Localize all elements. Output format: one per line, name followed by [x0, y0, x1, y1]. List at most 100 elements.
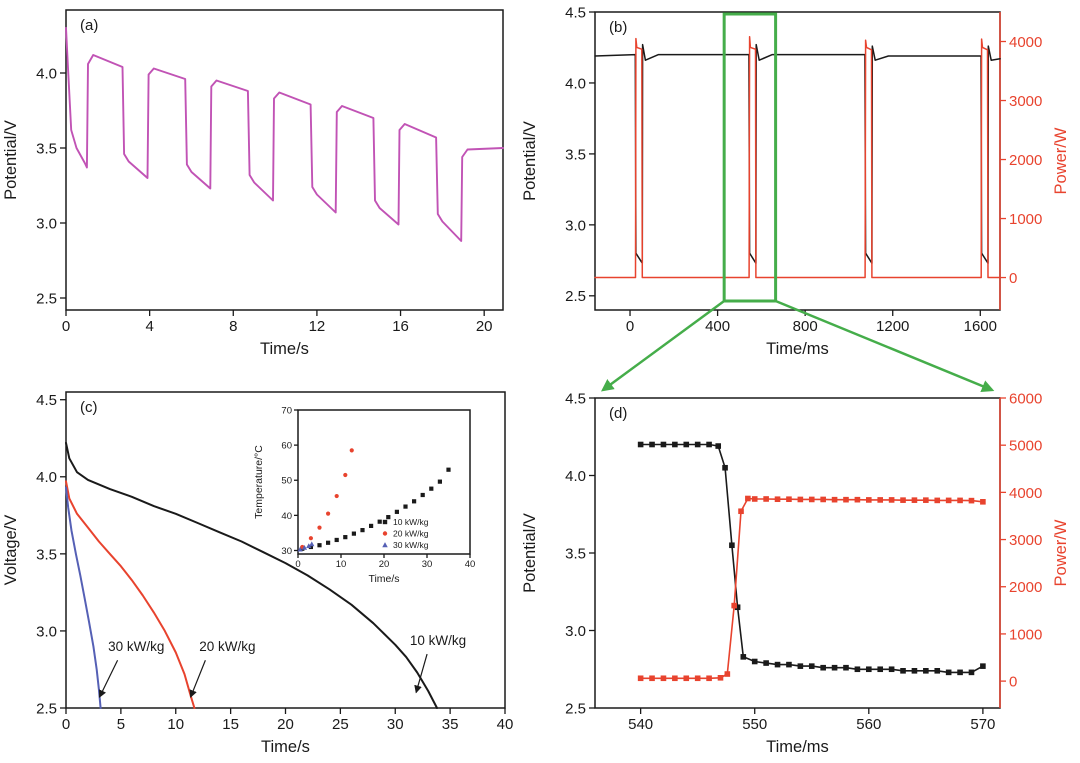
- x-tick-label: 570: [970, 716, 995, 733]
- series-20 kW/kg: [300, 448, 354, 550]
- series-discharge-20kWkg: [65, 480, 196, 709]
- y-axis-right: 0 1000 2000 3000 4000 5000 6000 Power/W: [1000, 390, 1070, 691]
- y2-tick-label: 3000: [1009, 93, 1042, 110]
- x-tick-label: 20: [476, 318, 493, 335]
- x-tick-label: 8: [229, 318, 237, 335]
- series-potential-pulses: [594, 43, 1001, 264]
- y2-tick-label: 3000: [1009, 532, 1042, 549]
- y-tick-label: 3.0: [565, 623, 586, 640]
- panel-label: (c): [80, 399, 98, 416]
- panel-label: (b): [609, 19, 627, 36]
- x-tick-label: 40: [465, 559, 476, 570]
- x-tick-label: 0: [295, 559, 300, 570]
- plot-frame: [65, 9, 504, 311]
- x-tick-label: 15: [222, 716, 239, 733]
- x-tick-label: 20: [277, 716, 294, 733]
- y-axis-label: Potential/V: [521, 121, 539, 201]
- y-tick-label: 60: [281, 441, 292, 452]
- x-tick-label: 4: [145, 318, 153, 335]
- y-tick-label: 3.5: [36, 546, 57, 563]
- annotation-label: 20 kW/kg: [199, 639, 255, 654]
- x-tick-label: 35: [442, 716, 459, 733]
- y-tick-label: 4.5: [565, 390, 586, 407]
- y2-axis-label: Power/W: [1052, 519, 1070, 586]
- panel-label: (d): [609, 405, 627, 422]
- y-tick-label: 2.5: [565, 288, 586, 305]
- x-axis-label: Time/ms: [766, 738, 829, 756]
- y2-tick-label: 2000: [1009, 579, 1042, 596]
- x-tick-label: 40: [497, 716, 514, 733]
- chart-d-canvas: 540 550 560 570 Time/ms 2.5 3.0 3.5 4.0 4.5 Potent…: [521, 390, 1070, 756]
- y-tick-label: 3.0: [36, 215, 57, 232]
- y2-tick-label: 0: [1009, 674, 1017, 691]
- x-tick-label: 30: [387, 716, 404, 733]
- y-axis-left: 2.5 3.0 3.5 4.0 4.5 Potential/V: [521, 4, 595, 305]
- y-axis-label: Potential/V: [521, 513, 539, 593]
- y2-tick-label: 5000: [1009, 438, 1042, 455]
- series-discharge-30kWkg: [65, 486, 102, 709]
- y-axis-right: 0 1000 2000 3000 4000 Power/W: [1000, 34, 1070, 287]
- y-tick-label: 30: [281, 546, 292, 557]
- y-tick-label: 70: [281, 405, 292, 416]
- y-axis-left: 2.5 3.0 3.5 4.0 Potential/V: [2, 65, 66, 307]
- legend-label: 30 kW/kg: [393, 540, 429, 550]
- y2-tick-label: 1000: [1009, 626, 1042, 643]
- y2-axis-label: Power/W: [1052, 127, 1070, 194]
- x-tick-label: 30: [422, 559, 433, 570]
- x-tick-label: 0: [62, 716, 70, 733]
- x-tick-label: 10: [167, 716, 184, 733]
- x-tick-label: 550: [742, 716, 767, 733]
- panel-a: 0 4 8 12 16 20 Time/s 2.5 3.0 3.5 4.0 Potential/V (a…: [0, 0, 515, 378]
- legend-label: 20 kW/kg: [393, 529, 429, 539]
- y-axis-label: Voltage/V: [2, 515, 20, 586]
- series-charge-discharge-potential: [65, 27, 504, 242]
- y-tick-label: 4.0: [565, 75, 586, 92]
- panel-c: 0 5 10 15 20 25 30 35 40 Time/s 2.5 3.0 3.5 4.0 4.5 Vol…: [0, 378, 515, 763]
- x-tick-label: 0: [62, 318, 70, 335]
- y-tick-label: 40: [281, 511, 292, 522]
- y-tick-label: 2.5: [36, 700, 57, 717]
- x-axis-label: Time/s: [368, 573, 399, 585]
- x-axis-label: Time/s: [261, 738, 310, 756]
- x-tick-label: 16: [392, 318, 409, 335]
- y-tick-label: 4.5: [36, 392, 57, 409]
- y-tick-label: 50: [281, 476, 292, 487]
- y2-tick-label: 4000: [1009, 485, 1042, 502]
- series-power-zoom: [637, 495, 986, 682]
- x-axis-label: Time/s: [260, 340, 309, 358]
- y-tick-label: 3.0: [36, 623, 57, 640]
- annotation-20-kW-kg: 20 kW/kg: [189, 639, 255, 698]
- x-tick-label: 10: [336, 559, 347, 570]
- y2-tick-label: 4000: [1009, 34, 1042, 51]
- series-power-pulses: [594, 36, 1001, 279]
- y-tick-label: 3.5: [36, 140, 57, 157]
- x-tick-label: 5: [117, 716, 125, 733]
- x-tick-label: 1600: [964, 318, 997, 335]
- panel-b: 0 400 800 1200 1600 Time/ms 2.5 3.0 3.5 4.0 4.5 Pot…: [515, 0, 1080, 378]
- chart-a-canvas: 0 4 8 12 16 20 Time/s 2.5 3.0 3.5 4.0 Potential/V (a…: [2, 9, 504, 358]
- panel-d: 540 550 560 570 Time/ms 2.5 3.0 3.5 4.0 4.5 Potent…: [515, 378, 1080, 763]
- series-potential-zoom: [637, 441, 986, 676]
- y-tick-label: 3.0: [565, 217, 586, 234]
- x-axis: 0 4 8 12 16 20 Time/s: [62, 310, 493, 358]
- chart-b-canvas: 0 400 800 1200 1600 Time/ms 2.5 3.0 3.5 4.0 4.5 Pot…: [521, 4, 1070, 358]
- y2-tick-label: 2000: [1009, 152, 1042, 169]
- y-axis-left: 2.5 3.0 3.5 4.0 4.5 Potential/V: [521, 390, 595, 717]
- x-axis: 0 400 800 1200 1600 Time/ms: [626, 310, 997, 358]
- y-axis-label: Potential/V: [2, 120, 20, 200]
- x-tick-label: 800: [793, 318, 818, 335]
- series-30 kW/kg: [297, 541, 315, 552]
- x-tick-label: 12: [309, 318, 326, 335]
- y-axis-left: 30 40 50 60 70 Temperature/°C: [253, 405, 298, 557]
- y-axis-left: 2.5 3.0 3.5 4.0 4.5 Voltage/V: [2, 392, 66, 717]
- y-tick-label: 2.5: [565, 700, 586, 717]
- annotation-label: 10 kW/kg: [410, 633, 466, 648]
- x-axis: 540 550 560 570 Time/ms: [628, 708, 995, 756]
- x-axis: 0 10 20 30 40 Time/s: [295, 554, 475, 585]
- x-tick-label: 20: [379, 559, 390, 570]
- annotation-30-kW-kg: 30 kW/kg: [98, 639, 164, 698]
- y2-tick-label: 1000: [1009, 211, 1042, 228]
- x-axis-label: Time/ms: [766, 340, 829, 358]
- y-axis-label: Temperature/°C: [253, 445, 265, 519]
